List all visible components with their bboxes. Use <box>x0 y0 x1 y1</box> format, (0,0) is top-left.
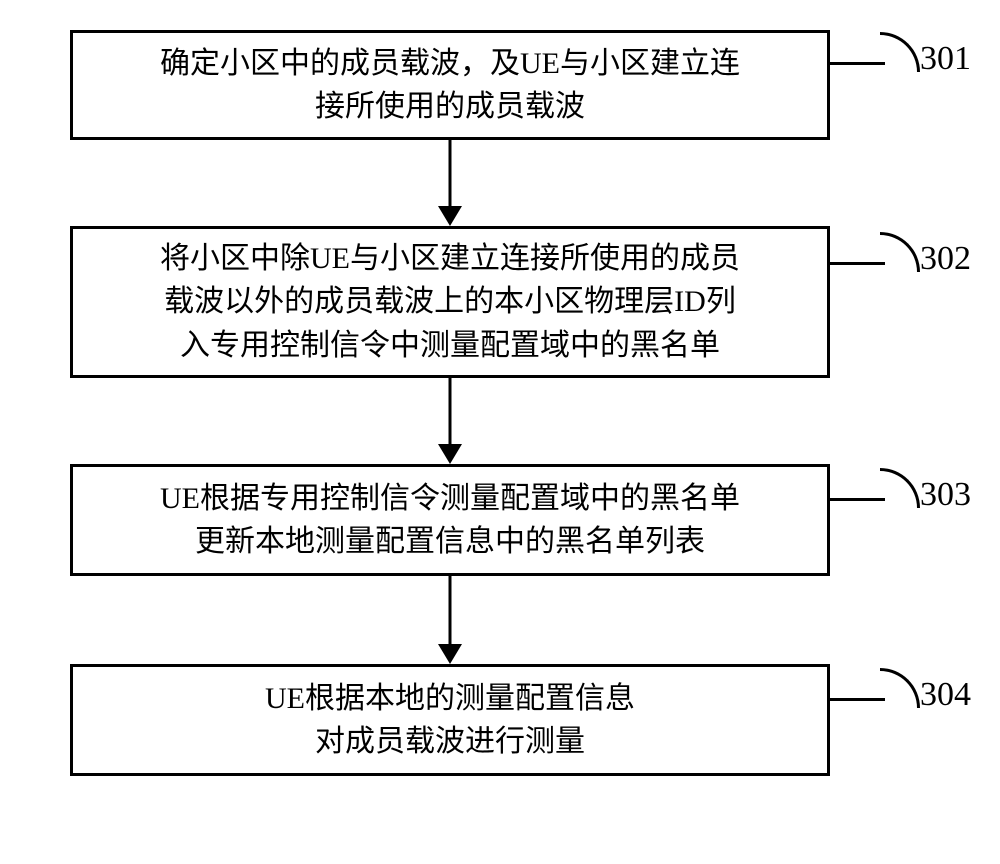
flow-step-302-text: 将小区中除UE与小区建立连接所使用的成员载波以外的成员载波上的本小区物理层ID列… <box>160 237 740 368</box>
arrow-2-head <box>438 444 462 464</box>
step-label-302: 302 <box>920 240 971 278</box>
flow-step-301-text: 确定小区中的成员载波，及UE与小区建立连接所使用的成员载波 <box>160 42 740 129</box>
connector-curve-302 <box>880 232 920 272</box>
connector-line-303 <box>830 498 885 501</box>
connector-line-304 <box>830 698 885 701</box>
step-label-301: 301 <box>920 40 971 78</box>
arrow-3-head <box>438 644 462 664</box>
flow-step-304: UE根据本地的测量配置信息对成员载波进行测量 <box>70 664 830 776</box>
flow-step-302: 将小区中除UE与小区建立连接所使用的成员载波以外的成员载波上的本小区物理层ID列… <box>70 226 830 378</box>
connector-line-302 <box>830 262 885 265</box>
step-label-304: 304 <box>920 676 971 714</box>
arrow-3-line <box>449 576 452 644</box>
flow-step-303: UE根据专用控制信令测量配置域中的黑名单更新本地测量配置信息中的黑名单列表 <box>70 464 830 576</box>
flowchart-canvas: 确定小区中的成员载波，及UE与小区建立连接所使用的成员载波 301 将小区中除U… <box>0 0 1000 864</box>
connector-line-301 <box>830 62 885 65</box>
step-label-303: 303 <box>920 476 971 514</box>
flow-step-301: 确定小区中的成员载波，及UE与小区建立连接所使用的成员载波 <box>70 30 830 140</box>
connector-curve-304 <box>880 668 920 708</box>
arrow-1-head <box>438 206 462 226</box>
connector-curve-301 <box>880 32 920 72</box>
arrow-1-line <box>449 140 452 206</box>
arrow-2-line <box>449 378 452 444</box>
flow-step-303-text: UE根据专用控制信令测量配置域中的黑名单更新本地测量配置信息中的黑名单列表 <box>160 477 740 564</box>
connector-curve-303 <box>880 468 920 508</box>
flow-step-304-text: UE根据本地的测量配置信息对成员载波进行测量 <box>265 677 635 764</box>
